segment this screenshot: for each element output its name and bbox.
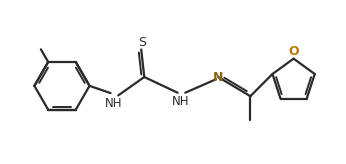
Text: S: S	[138, 36, 146, 49]
Text: NH: NH	[105, 97, 122, 110]
Text: N: N	[213, 71, 224, 83]
Text: NH: NH	[172, 95, 189, 108]
Text: O: O	[288, 45, 299, 58]
